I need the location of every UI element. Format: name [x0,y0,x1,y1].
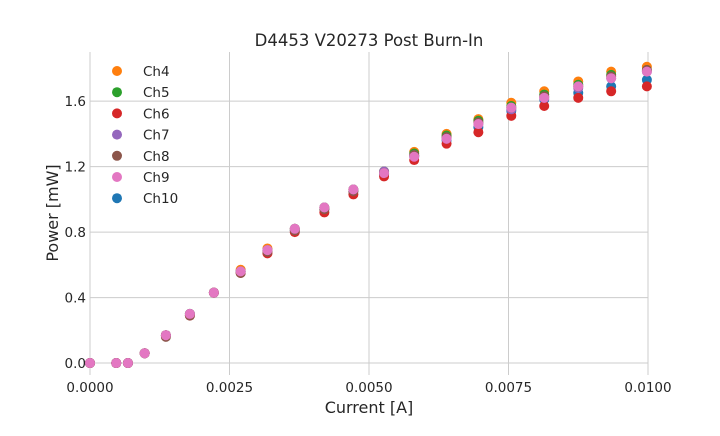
x-tick-label: 0.0000 [66,380,113,396]
legend-marker-ch7 [112,129,122,140]
data-point-ch9 [348,184,359,195]
data-point-ch9 [184,308,195,319]
data-point-ch9 [506,102,517,113]
legend-marker-ch9 [112,172,122,182]
tick-labels: 0.0000 0.0025 0.0050 0.0075 0.0100 0.0 0.4 0.8 1… [65,94,672,396]
legend-marker-ch6 [112,108,122,119]
x-tick-label: 0.0050 [345,380,392,396]
data-point-ch6 [539,101,550,112]
legend-marker-ch4 [112,66,122,76]
data-point-ch9 [208,287,219,298]
data-point-ch9 [606,73,617,84]
data-point-ch6 [473,127,484,138]
x-tick-label: 0.0075 [485,380,532,396]
legend-label-ch6: Ch6 [143,106,170,122]
y-tick-label: 1.2 [65,160,86,176]
y-tick-label: 0.0 [65,356,86,372]
x-tick-label: 0.0100 [624,380,671,396]
data-point-ch9 [319,202,330,213]
data-point-ch9 [573,81,584,92]
legend-label-ch9: Ch9 [143,170,170,186]
data-point-ch9 [379,168,390,179]
x-tick-label: 0.0025 [206,380,253,396]
legend-label-ch5: Ch5 [143,85,170,101]
y-tick-label: 0.4 [65,291,86,307]
legend-label-ch10: Ch10 [143,191,178,207]
data-point-ch9 [111,358,122,369]
legend-marker-ch8 [112,150,122,161]
grid [89,52,649,375]
data-point-ch9 [139,348,150,359]
legend-label-ch4: Ch4 [143,64,170,80]
data-point-ch6 [573,92,584,103]
y-axis-label: Power [mW] [43,164,62,261]
y-tick-label: 0.8 [65,225,86,241]
legend: Ch4 Ch5 Ch6 Ch7 Ch8 Ch9 Ch10 [112,64,178,207]
data-point-ch6 [641,81,652,92]
legend-marker-ch10 [112,193,122,204]
legend-label-ch8: Ch8 [143,149,170,165]
x-axis-label: Current [A] [325,398,414,417]
data-point-ch9 [160,330,171,341]
legend-marker-ch5 [112,87,122,98]
data-point-ch9 [122,358,133,369]
chart-title: D4453 V20273 Post Burn-In [255,31,484,50]
data-point-ch9 [262,245,273,256]
data-point-ch9 [441,133,452,144]
data-point-ch6 [606,86,617,97]
data-point-ch9 [289,223,300,234]
data-point-ch9 [473,119,484,130]
legend-label-ch7: Ch7 [143,128,170,144]
data-point-ch9 [641,66,652,77]
data-point-ch9 [539,92,550,103]
data-point-ch9 [235,266,246,277]
data-point-ch9 [409,151,420,162]
y-tick-label: 1.6 [65,94,86,110]
data-point-ch9 [85,358,95,369]
data-points [85,61,652,369]
